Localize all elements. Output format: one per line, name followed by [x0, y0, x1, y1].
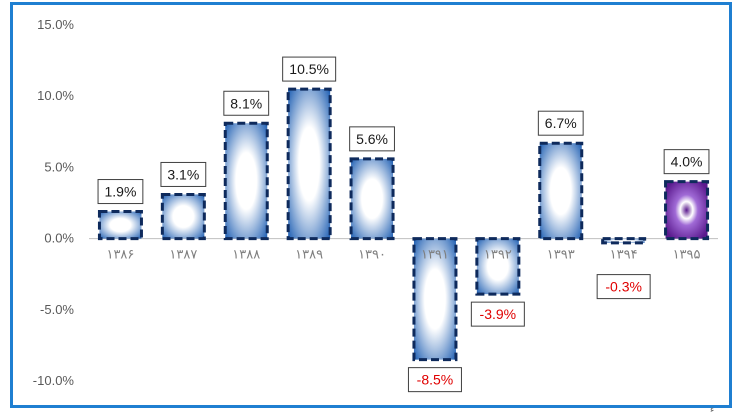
bar: [601, 237, 647, 245]
y-tick-label: 15.0%: [37, 17, 74, 32]
y-tick-label: -10.0%: [33, 373, 75, 388]
x-tick-label: ۱۳۹۲: [484, 248, 512, 263]
data-label-box: [282, 56, 337, 82]
bar: [475, 237, 521, 296]
bar: [160, 192, 206, 241]
data-label-box: [160, 161, 207, 187]
data-label: 6.7%: [545, 115, 577, 131]
footer-mark: ء: [710, 405, 715, 415]
y-tick-label: 10.0%: [37, 88, 74, 103]
x-tick-label: ۱۳۹۱: [421, 248, 449, 263]
data-label-box: [97, 179, 144, 205]
data-label-box: [470, 301, 525, 327]
x-tick-label: ۱۳۹۵: [673, 248, 701, 263]
y-tick-label: -5.0%: [40, 302, 74, 317]
bar: [412, 237, 458, 362]
data-label-box: [407, 367, 462, 393]
bar: [223, 121, 269, 241]
y-tick-label: 0.0%: [44, 231, 74, 246]
bar-highlighted: [664, 180, 710, 241]
bar: [349, 157, 395, 241]
data-label: 4.0%: [671, 154, 703, 170]
data-label: -8.5%: [417, 372, 454, 388]
data-label-box: [223, 90, 270, 116]
data-label-box: [537, 110, 584, 136]
data-label-box: [596, 274, 651, 300]
x-tick-label: ۱۳۹۴: [610, 248, 638, 263]
data-label: -0.3%: [605, 279, 642, 295]
x-tick-label: ۱۳۹۳: [547, 248, 575, 263]
data-label-box: [663, 149, 710, 175]
bar: [97, 210, 143, 241]
data-label: 10.5%: [289, 61, 329, 77]
data-label: 3.1%: [167, 166, 199, 182]
bar: [538, 141, 584, 241]
y-tick-label: 5.0%: [44, 159, 74, 174]
data-label: -3.9%: [480, 306, 517, 322]
x-tick-label: ۱۳۸۸: [232, 248, 260, 263]
x-tick-label: ۱۳۸۶: [106, 248, 134, 263]
data-label-box: [349, 126, 395, 152]
data-label: 1.9%: [104, 184, 136, 200]
data-label: 8.1%: [230, 95, 262, 111]
x-tick-label: ۱۳۸۷: [169, 248, 197, 263]
x-tick-label: ۱۳۹۰: [358, 248, 386, 263]
x-tick-label: ۱۳۸۹: [295, 248, 323, 263]
data-label: 5.6%: [356, 131, 388, 147]
bar: [286, 87, 332, 241]
